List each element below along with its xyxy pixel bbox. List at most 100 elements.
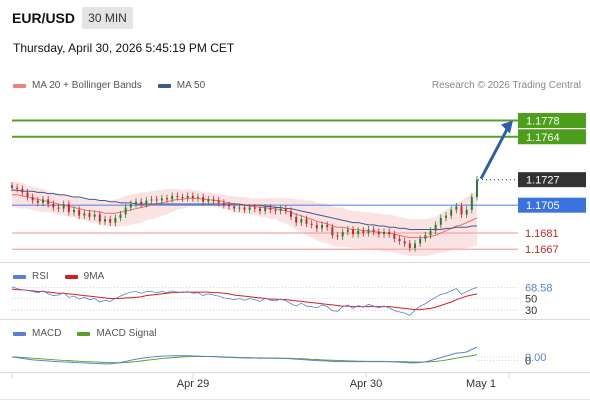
candle-body [83, 213, 86, 216]
candle-body [346, 229, 349, 232]
candle-body [362, 230, 365, 234]
candle-body [398, 238, 401, 242]
price-label-box [518, 172, 586, 188]
candle-body [42, 199, 44, 203]
candle-body [62, 204, 65, 209]
candle-body [284, 208, 287, 211]
candle-body [269, 207, 272, 210]
candle-body [321, 224, 323, 229]
symbol-title: EUR/USD [12, 10, 76, 26]
candle-body [367, 229, 370, 234]
candle-body [383, 231, 385, 235]
macd-level-label: 0 [525, 356, 531, 368]
candle-body [372, 229, 375, 232]
candle-body [202, 197, 205, 202]
candle-body [150, 199, 153, 201]
macd-signal-swatch [77, 331, 91, 336]
candle-body [264, 207, 267, 211]
candle-body [295, 216, 298, 223]
candle-body [11, 185, 13, 188]
price-label: 1.1705 [526, 200, 560, 212]
candle-body [460, 206, 463, 215]
candle-body [21, 188, 24, 193]
legend-item-ma20: MA 20 + Bollinger Bands [13, 80, 142, 91]
price-label-box [518, 113, 586, 129]
candle-body [434, 224, 437, 231]
price-label: 1.1764 [526, 132, 560, 144]
macd-level-label: 0.00 [525, 352, 546, 364]
candle-body [414, 243, 416, 249]
chart-header: EUR/USD 30 MIN [0, 0, 590, 34]
candle-body [98, 214, 101, 222]
candle-body [160, 198, 163, 201]
price-label-pointer [518, 175, 522, 184]
legend-item-macd-signal: MACD Signal [77, 328, 156, 339]
legend-macd-signal-label: MACD Signal [96, 328, 157, 339]
legend-rsi-ma-label: 9MA [83, 271, 105, 282]
candle-body [16, 187, 19, 189]
forecast-arrow-head [501, 120, 513, 134]
x-tick-label: Apr 30 [350, 378, 382, 390]
candle-body [341, 231, 344, 237]
candle-body [476, 179, 478, 198]
research-credit: Research © 2026 Trading Central [431, 80, 581, 91]
ma20-swatch [13, 83, 26, 88]
candle-body [424, 235, 427, 239]
candle-body [274, 209, 277, 211]
rsi-swatch [13, 274, 26, 279]
price-legend: MA 20 + Bollinger Bands MA 50 [13, 80, 221, 91]
candle-body [155, 199, 158, 201]
candle-body [36, 200, 39, 203]
rsi-line [11, 286, 478, 316]
candle-body [191, 195, 194, 199]
rsi-level-label: 30 [525, 305, 537, 317]
price-label-box [518, 197, 586, 213]
legend-ma20-label: MA 20 + Bollinger Bands [32, 80, 142, 91]
price-label-pointer [518, 132, 522, 141]
candle-body [408, 243, 411, 249]
support-label: 1.1667 [525, 244, 559, 256]
rsi-ma-line [11, 288, 478, 311]
candle-body [129, 204, 132, 208]
candle-body [181, 197, 184, 199]
x-tick-label: Apr 29 [177, 378, 209, 390]
candle-body [104, 219, 106, 222]
candle-body [140, 201, 143, 205]
candle-body [57, 207, 60, 209]
macd-swatch [13, 331, 26, 336]
candle-body [197, 197, 199, 199]
candle-body [439, 217, 442, 225]
candle-body [217, 200, 220, 203]
candle-body [465, 209, 468, 215]
rsi-level-label: 68.58 [525, 283, 553, 295]
candle-body [52, 204, 55, 208]
rsi-ma-swatch [64, 274, 78, 279]
candle-body [455, 206, 458, 210]
candle-body [377, 231, 380, 235]
candle-body [315, 224, 318, 229]
bollinger-band-area [12, 181, 477, 257]
legend-rsi-label: RSI [32, 271, 49, 282]
candle-body [26, 192, 29, 198]
candle-body [429, 230, 432, 236]
candle-body [393, 234, 396, 239]
forecast-arrow-shaft [479, 126, 510, 180]
timeframe-badge[interactable]: 30 MIN [82, 7, 133, 29]
candle-body [352, 229, 354, 235]
candle-body [114, 217, 117, 223]
price-label-pointer [518, 201, 522, 210]
candle-body [233, 206, 236, 209]
price-label: 1.1727 [526, 175, 560, 187]
candle-body [88, 213, 91, 217]
candle-body [259, 208, 261, 211]
candle-body [248, 207, 251, 210]
candle-body [300, 219, 303, 223]
candle-body [238, 207, 241, 209]
candle-body [124, 207, 127, 215]
price-label: 1.1778 [526, 116, 560, 128]
support-label: 1.1681 [525, 228, 559, 240]
candle-body [166, 198, 168, 200]
candle-body [93, 214, 96, 217]
candle-body [279, 208, 282, 211]
